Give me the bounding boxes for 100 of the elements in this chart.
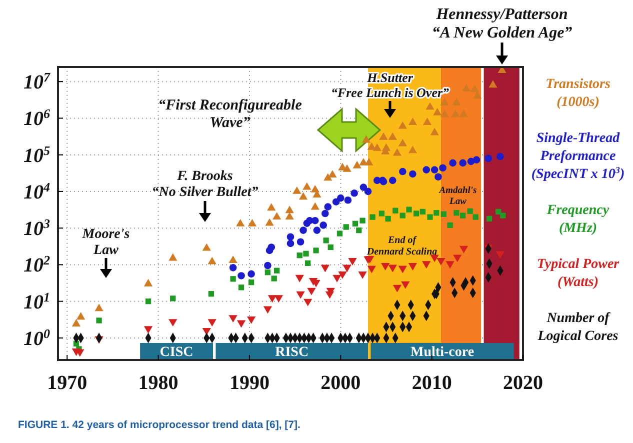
- point: [238, 284, 244, 290]
- point: [307, 288, 316, 296]
- y-tick-label: 10$^{5}$: [24, 142, 50, 167]
- point: [467, 208, 473, 214]
- point: [460, 212, 466, 218]
- point: [449, 159, 456, 167]
- point: [311, 216, 319, 224]
- point: [295, 274, 304, 282]
- point: [344, 196, 352, 204]
- series-label: Single-Thread Preformance (SpecINT x 10$^{3}$): [531, 131, 625, 182]
- y-tick-label: 10$^{4}$: [24, 178, 50, 204]
- point: [268, 244, 276, 251]
- point: [310, 202, 320, 210]
- point: [398, 168, 406, 176]
- point: [427, 214, 433, 220]
- point: [229, 264, 237, 272]
- point: [367, 142, 376, 150]
- point: [286, 233, 294, 241]
- x-tick-label: 2000: [320, 372, 361, 394]
- point: [362, 135, 370, 143]
- point: [388, 264, 397, 272]
- point: [208, 291, 214, 297]
- point: [446, 261, 454, 269]
- point: [248, 218, 257, 226]
- point: [398, 266, 407, 274]
- point: [453, 254, 462, 262]
- point: [170, 296, 176, 302]
- point: [488, 80, 498, 88]
- x-tick-label: 1970: [47, 372, 88, 394]
- point: [440, 211, 447, 217]
- band-label: RISC: [275, 345, 309, 360]
- point: [274, 295, 283, 303]
- point: [392, 148, 402, 156]
- point: [398, 138, 407, 146]
- point: [304, 298, 312, 306]
- point: [496, 251, 505, 259]
- point: [352, 160, 362, 168]
- text: Typical Power (Watts): [536, 257, 620, 290]
- point: [422, 118, 432, 126]
- point: [473, 91, 482, 99]
- point: [413, 210, 420, 216]
- point: [324, 203, 332, 210]
- point: [96, 318, 102, 324]
- point: [248, 280, 254, 286]
- point: [296, 291, 305, 299]
- point: [447, 222, 453, 228]
- annotation: F. Brooks “No Silver Bullet”: [152, 168, 258, 200]
- point: [472, 156, 480, 164]
- annotation: Moore's Law: [81, 226, 130, 258]
- point: [422, 261, 431, 269]
- point: [328, 170, 337, 178]
- point: [230, 276, 236, 282]
- point: [434, 210, 440, 216]
- point: [401, 281, 410, 289]
- point: [265, 218, 274, 226]
- point: [321, 210, 329, 218]
- point: [381, 263, 390, 270]
- point: [400, 212, 406, 218]
- point: [238, 272, 245, 280]
- point: [430, 166, 438, 174]
- point: [336, 230, 343, 236]
- point: [208, 319, 216, 327]
- point: [202, 243, 211, 251]
- point: [145, 298, 152, 304]
- point: [168, 319, 178, 327]
- point: [440, 98, 449, 106]
- point: [144, 326, 153, 334]
- point: [303, 250, 309, 257]
- point: [459, 159, 466, 167]
- point: [459, 110, 468, 118]
- point: [313, 226, 321, 234]
- point: [350, 189, 358, 197]
- point: [285, 212, 294, 220]
- text: Number of Logical Cores: [536, 311, 619, 344]
- point: [208, 256, 216, 264]
- point: [409, 170, 416, 178]
- x-tick-label: 1980: [138, 372, 178, 394]
- point: [398, 121, 407, 129]
- point: [385, 216, 391, 222]
- point: [364, 188, 372, 196]
- point: [271, 276, 277, 282]
- point: [420, 208, 426, 215]
- point: [356, 227, 362, 234]
- text: Frequency (MHz): [546, 203, 610, 236]
- point: [358, 271, 367, 279]
- point: [430, 254, 439, 262]
- point: [430, 128, 439, 136]
- point: [313, 248, 319, 254]
- point: [500, 212, 506, 218]
- point: [462, 84, 471, 92]
- x-tick-label: 2010: [412, 372, 452, 394]
- point: [367, 266, 376, 274]
- point: [228, 256, 238, 264]
- annotation: Amdahl's Law: [438, 186, 478, 207]
- point: [338, 271, 347, 279]
- point: [426, 102, 434, 110]
- y-tick-label: 10$^{1}$: [24, 288, 50, 314]
- point: [432, 108, 442, 116]
- point: [388, 176, 396, 184]
- point: [454, 210, 460, 216]
